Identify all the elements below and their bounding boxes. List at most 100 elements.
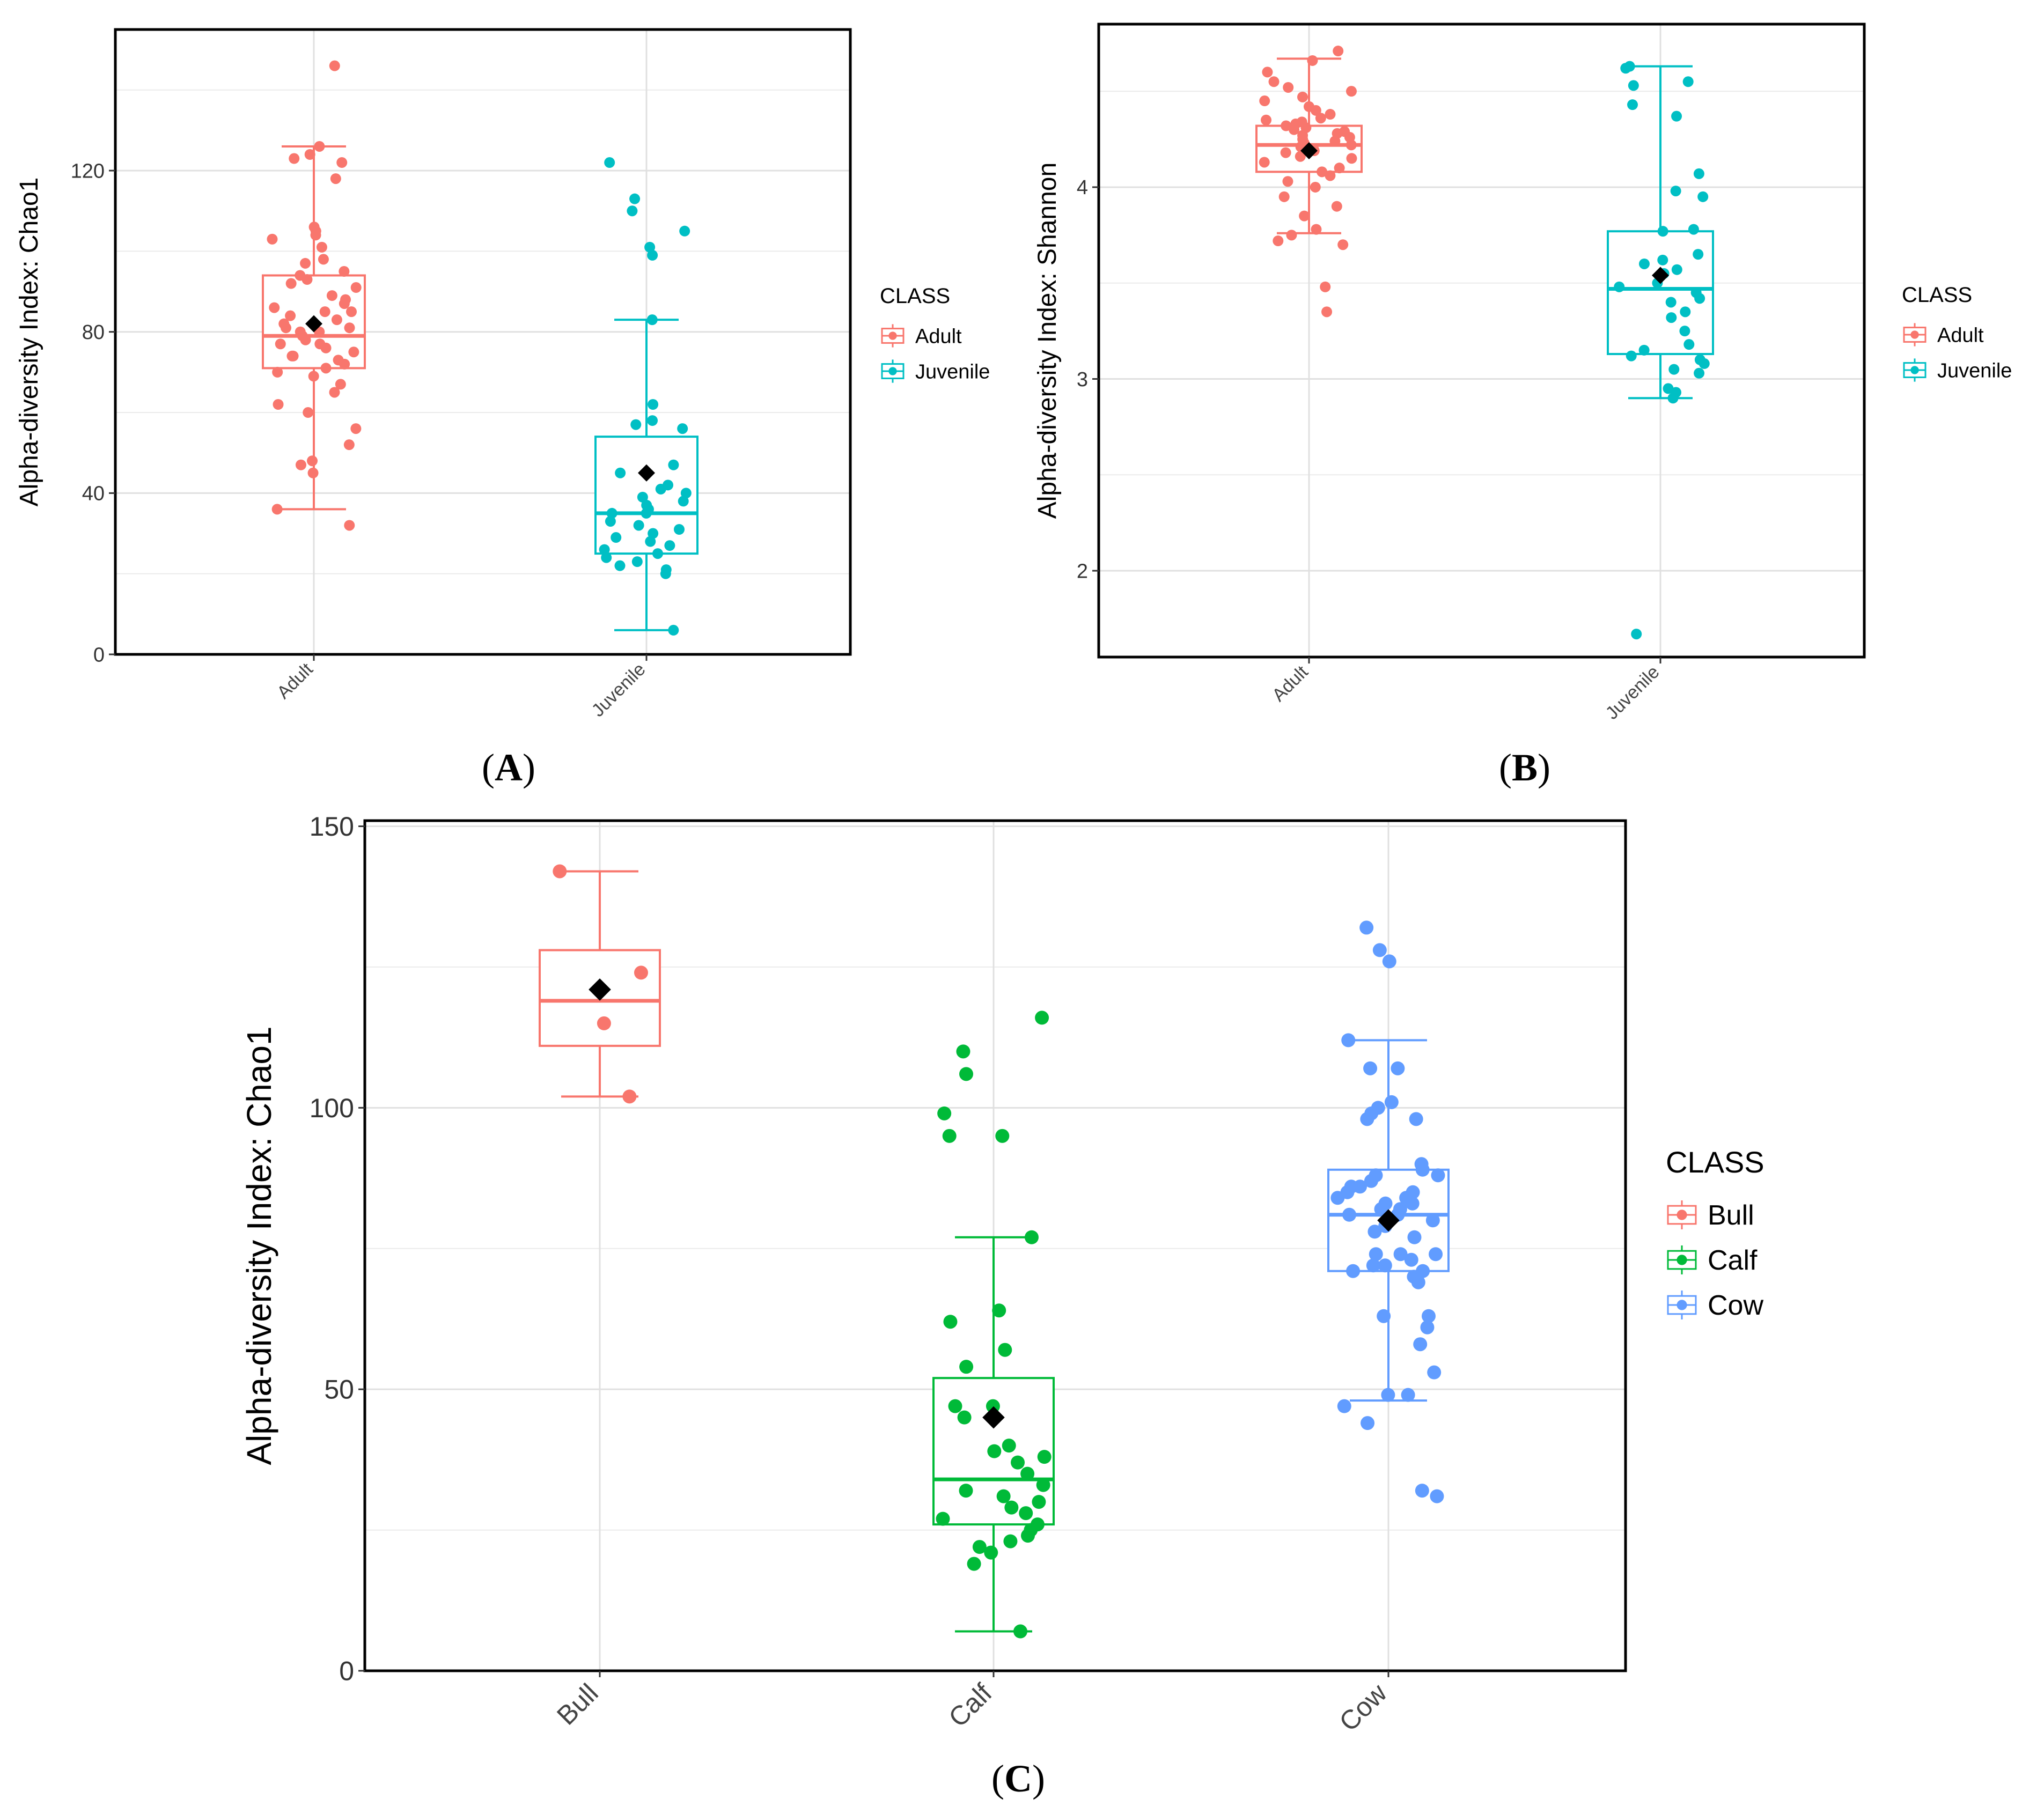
data-point <box>1671 264 1682 275</box>
y-tick-label: 0 <box>339 1656 354 1686</box>
data-point <box>329 387 340 398</box>
data-point <box>959 1067 974 1081</box>
data-point <box>645 536 656 547</box>
data-point <box>1694 367 1705 379</box>
data-point <box>948 1399 962 1413</box>
data-point <box>1638 344 1650 356</box>
data-point <box>1384 1095 1399 1109</box>
data-point <box>957 1410 972 1425</box>
data-point <box>1273 235 1284 247</box>
y-tick-label: 40 <box>82 483 105 505</box>
plot-c: 0 50 100 150 Bull Calf Cow Alpha-diversity Inde… <box>240 812 1627 1737</box>
data-point <box>272 366 283 378</box>
data-point <box>1694 293 1705 304</box>
data-point <box>1680 306 1691 318</box>
data-point <box>339 358 350 370</box>
data-point <box>1310 105 1321 116</box>
data-point <box>1401 1388 1415 1402</box>
data-point <box>1281 120 1292 131</box>
data-point <box>285 310 296 321</box>
panel-label-c: (C) <box>991 1757 1045 1800</box>
data-point <box>269 302 280 313</box>
legend-key-point <box>1910 330 1919 339</box>
data-point <box>343 439 355 451</box>
data-point <box>1334 163 1345 174</box>
x-tick-label: Adult <box>273 659 317 703</box>
data-point <box>601 552 612 563</box>
data-point <box>1035 1011 1049 1025</box>
mean-marker <box>1300 142 1318 159</box>
mean-marker <box>638 464 655 482</box>
data-point <box>680 488 692 499</box>
data-point <box>644 241 656 253</box>
data-point <box>984 1545 998 1560</box>
plot-border <box>1097 23 1866 659</box>
data-point <box>1404 1252 1418 1267</box>
panel-c: 0 50 100 150 Bull Calf Cow Alpha-diversity Inde… <box>240 812 1764 1800</box>
data-point <box>348 346 359 358</box>
y-tick-label: 4 <box>1077 176 1088 199</box>
box-group-juvenile <box>594 157 699 636</box>
data-point <box>1367 1225 1382 1239</box>
box-group-bull <box>539 864 661 1104</box>
data-point <box>1670 186 1681 197</box>
legend-key-adult <box>1903 323 1927 346</box>
box-group-juvenile <box>1607 61 1714 640</box>
legend-a: CLASS Adult Juvenile <box>880 284 990 383</box>
data-point <box>630 419 642 430</box>
data-point <box>1429 1247 1443 1262</box>
data-point <box>1259 157 1270 168</box>
data-point <box>959 1360 974 1374</box>
data-point <box>1682 76 1694 87</box>
data-point <box>331 314 342 326</box>
legend-key-juvenile <box>881 359 905 383</box>
data-point <box>289 153 300 164</box>
data-point <box>319 306 330 318</box>
data-point <box>1413 1337 1428 1352</box>
data-point <box>614 560 626 571</box>
legend-label-adult: Adult <box>915 325 962 348</box>
panel-label-b: (B) <box>1499 746 1550 789</box>
data-point <box>275 338 286 350</box>
data-point <box>295 459 306 470</box>
data-point <box>344 520 355 531</box>
data-point <box>1693 168 1704 179</box>
mean-marker <box>589 978 611 1001</box>
data-point <box>652 548 664 559</box>
data-point <box>1019 1506 1033 1521</box>
data-point <box>1427 1365 1442 1380</box>
data-point <box>1331 201 1342 212</box>
legend-label-juvenile: Juvenile <box>1937 359 2012 382</box>
data-point <box>599 544 610 555</box>
data-point <box>1430 1489 1444 1503</box>
panel-a: 0 40 80 120 Adult Juvenile Alpha-diversity Ind… <box>15 28 990 789</box>
data-point <box>942 1129 957 1143</box>
y-tick-label: 120 <box>71 160 105 182</box>
data-point <box>1283 82 1294 93</box>
data-point <box>1405 1196 1420 1211</box>
data-point <box>1320 281 1331 292</box>
legend-key-cow <box>1667 1291 1697 1319</box>
data-point <box>1420 1320 1435 1334</box>
data-point <box>1325 170 1336 181</box>
data-point <box>344 322 355 334</box>
data-point <box>627 205 638 217</box>
x-tick-label: Cow <box>1333 1678 1393 1737</box>
mean-marker <box>1377 1209 1400 1232</box>
data-point <box>288 350 299 362</box>
data-point <box>330 173 341 185</box>
data-point <box>1020 1466 1035 1481</box>
data-point <box>1425 1213 1440 1228</box>
data-point <box>1363 1061 1378 1075</box>
data-point <box>1693 249 1704 260</box>
data-point <box>629 193 641 204</box>
data-point <box>1361 1416 1375 1430</box>
legend-label-cow: Cow <box>1708 1290 1763 1321</box>
legend-b: CLASS Adult Juvenile <box>1902 283 2012 382</box>
data-point <box>1024 1230 1039 1244</box>
box-group-adult <box>262 60 366 531</box>
data-point <box>1346 1264 1361 1278</box>
box-group-cow <box>1327 920 1450 1503</box>
data-point <box>1003 1534 1018 1548</box>
data-point <box>1262 67 1273 78</box>
